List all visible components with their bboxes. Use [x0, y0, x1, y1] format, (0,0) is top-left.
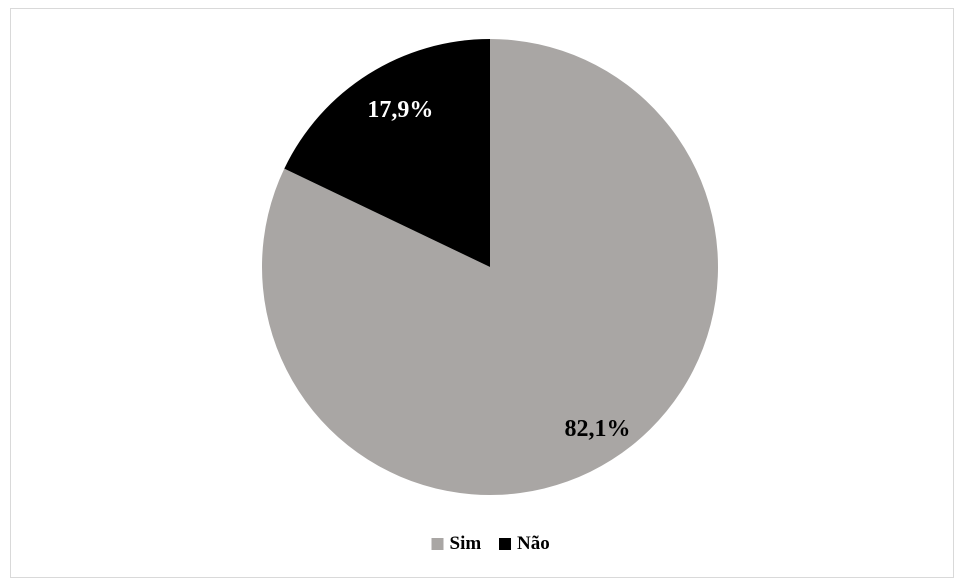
legend-swatch	[431, 538, 444, 550]
pie-data-labels: 82,1% 17,9%	[367, 97, 630, 442]
legend-label: Sim	[450, 533, 482, 554]
data-label: 82,1%	[565, 416, 631, 442]
data-label: 17,9%	[367, 97, 433, 123]
pie-slice-nao	[284, 39, 490, 267]
legend-swatch	[499, 538, 511, 550]
legend-label: Não	[517, 533, 550, 554]
legend: Sim Não	[431, 533, 550, 554]
pie-slices	[261, 39, 718, 495]
